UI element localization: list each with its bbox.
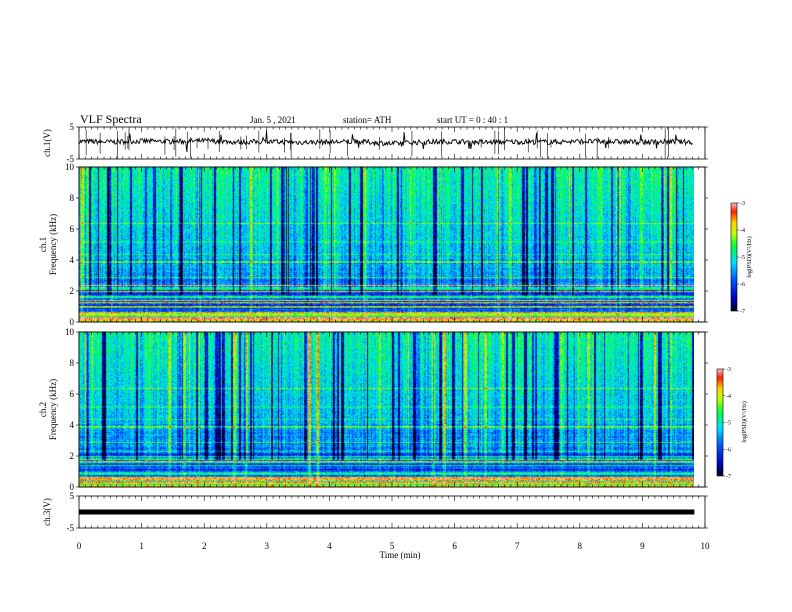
y-tick-label: 0: [70, 482, 75, 492]
colorbar-tick-label: -6: [740, 282, 745, 288]
x-tick-label: 0: [77, 541, 82, 551]
colorbar-tick-label: -5: [726, 421, 731, 427]
ch2-colorbar-scale: [716, 368, 724, 477]
y-tick-label: 10: [65, 327, 75, 337]
colorbar-tick-label: -6: [726, 447, 731, 453]
x-tick-label: 10: [701, 541, 711, 551]
x-tick-label: 5: [390, 541, 395, 551]
y-tick-label: 4: [70, 255, 75, 265]
y-tick-label: 2: [70, 286, 75, 296]
y-tick-label: 5: [70, 122, 75, 132]
x-tick-label: 1: [139, 541, 144, 551]
start-time-label: start UT = 0 : 40 : 1: [437, 115, 508, 125]
y-axis-label: ch.3(V): [42, 498, 52, 526]
ch1-colorbar-label: log(PSD)(V²/Hz): [746, 236, 753, 277]
time-axis: 0 1 2 3 4 5 6 7 8 9 10: [77, 541, 710, 551]
x-tick-label: 2: [202, 541, 207, 551]
y-tick-label: -5: [67, 154, 75, 164]
ch1-waveform-line: [78, 130, 693, 152]
x-tick-label: 4: [327, 541, 332, 551]
y-axis-label: ch.1(V): [42, 129, 52, 157]
x-tick-label: 8: [578, 541, 583, 551]
x-tick-label: 9: [640, 541, 645, 551]
x-tick-label: 3: [265, 541, 270, 551]
spectrogram-image-2: [79, 332, 694, 487]
y-tick-label: 6: [70, 224, 75, 234]
ch2-colorbar-label: log(PSD)(V²/Hz): [741, 401, 748, 442]
colorbar-tick-label: -4: [726, 394, 731, 400]
x-tick-label: 7: [515, 541, 520, 551]
colorbar-tick-label: -3: [726, 367, 731, 373]
y-axis-label: ch.1: [38, 237, 48, 252]
ch3-waveform-panel: 5 -5 ch.3(V): [42, 491, 708, 533]
colorbar-tick-label: -7: [740, 309, 745, 315]
colorbar-tick-label: -4: [740, 228, 745, 234]
ch2-colorbar: -3 -4 -5 -6 -7 log(PSD)(V²/Hz): [716, 367, 748, 480]
y-axis-label: ch.2: [38, 402, 48, 417]
ch1-waveform-panel: 5 -5 ch.1(V): [42, 122, 708, 164]
y-axis-label: Frequency (kHz): [48, 214, 58, 275]
y-tick-label: 8: [70, 193, 75, 203]
y-tick-label: 0: [70, 317, 75, 327]
x-tick-label: 6: [452, 541, 457, 551]
y-tick-label: 2: [70, 451, 75, 461]
y-tick-label: 4: [70, 420, 75, 430]
y-tick-label: 5: [70, 491, 75, 501]
y-tick-label: -5: [67, 523, 75, 533]
spectrogram-image-1: [79, 167, 694, 322]
colorbar-tick-label: -7: [726, 474, 731, 480]
x-axis-label: Time (min): [380, 550, 421, 560]
y-tick-label: 8: [70, 358, 75, 368]
chart-title: VLF Spectra: [80, 112, 142, 126]
ch1-spectrogram-panel: 0 2 4 6 8 10 ch.1 Frequency (kHz): [38, 162, 708, 327]
colorbar-tick-label: -5: [740, 255, 745, 261]
ch2-spectrogram-panel: 0 2 4 6 8 10 ch.2 Frequency (kHz): [38, 327, 708, 492]
station-label: station= ATH: [343, 115, 392, 125]
ch1-colorbar: -3 -4 -5 -6 -7 log(PSD)(V²/Hz): [730, 201, 753, 315]
ch1-colorbar-scale: [730, 202, 738, 312]
y-tick-label: 6: [70, 389, 75, 399]
colorbar-tick-label: -3: [740, 201, 745, 207]
date-label: Jan. 5 , 2021: [250, 115, 296, 125]
y-tick-label: 10: [65, 162, 75, 172]
y-axis-label: Frequency (kHz): [48, 379, 58, 440]
